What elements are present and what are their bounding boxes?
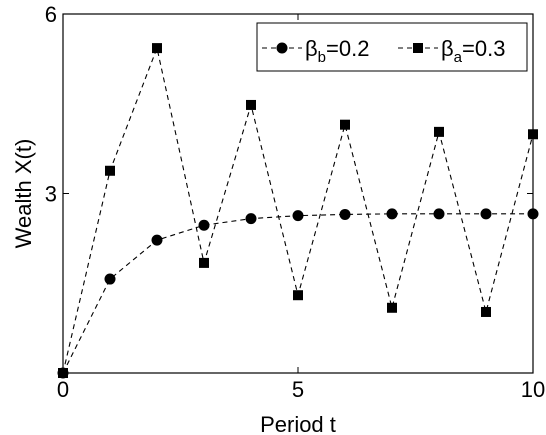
data-point-square: [434, 126, 444, 137]
data-point-square: [152, 43, 162, 54]
data-point-circle: [198, 219, 210, 231]
x-tick-label: 10: [521, 377, 545, 402]
data-point-square: [58, 368, 68, 378]
y-tick-label: 6: [45, 2, 57, 27]
data-point-square: [246, 99, 256, 110]
ticks: 0 5 10 3 6: [45, 2, 545, 402]
data-point-square: [293, 290, 303, 301]
legend-box: [256, 22, 528, 72]
x-tick-label: 0: [57, 377, 69, 402]
y-axis-label: Wealth X(t): [11, 139, 36, 249]
data-point-circle: [151, 234, 163, 246]
legend-label: βa=0.3: [441, 36, 505, 66]
x-axis-label: Period t: [260, 412, 336, 435]
data-point-circle: [433, 208, 445, 220]
data-point-circle: [292, 210, 304, 222]
legend-marker-square: [413, 43, 423, 53]
legend: βb=0.2 βa=0.3: [256, 22, 528, 72]
data-point-circle: [339, 208, 351, 220]
x-tick-label: 5: [292, 377, 304, 402]
legend-label: βb=0.2: [305, 36, 369, 66]
data-point-square: [387, 302, 397, 313]
data-point-square: [481, 306, 491, 317]
data-point-square: [105, 165, 115, 176]
data-point-square: [199, 257, 209, 268]
legend-marker-circle: [276, 42, 288, 54]
data-point-circle: [480, 208, 492, 220]
data-point-circle: [386, 208, 398, 220]
series-group: [57, 43, 539, 379]
data-point-square: [528, 129, 538, 140]
y-tick-label: 3: [45, 182, 57, 207]
data-point-circle: [104, 273, 116, 285]
data-point-circle: [527, 208, 539, 220]
data-point-square: [340, 119, 350, 130]
data-point-circle: [245, 213, 257, 225]
